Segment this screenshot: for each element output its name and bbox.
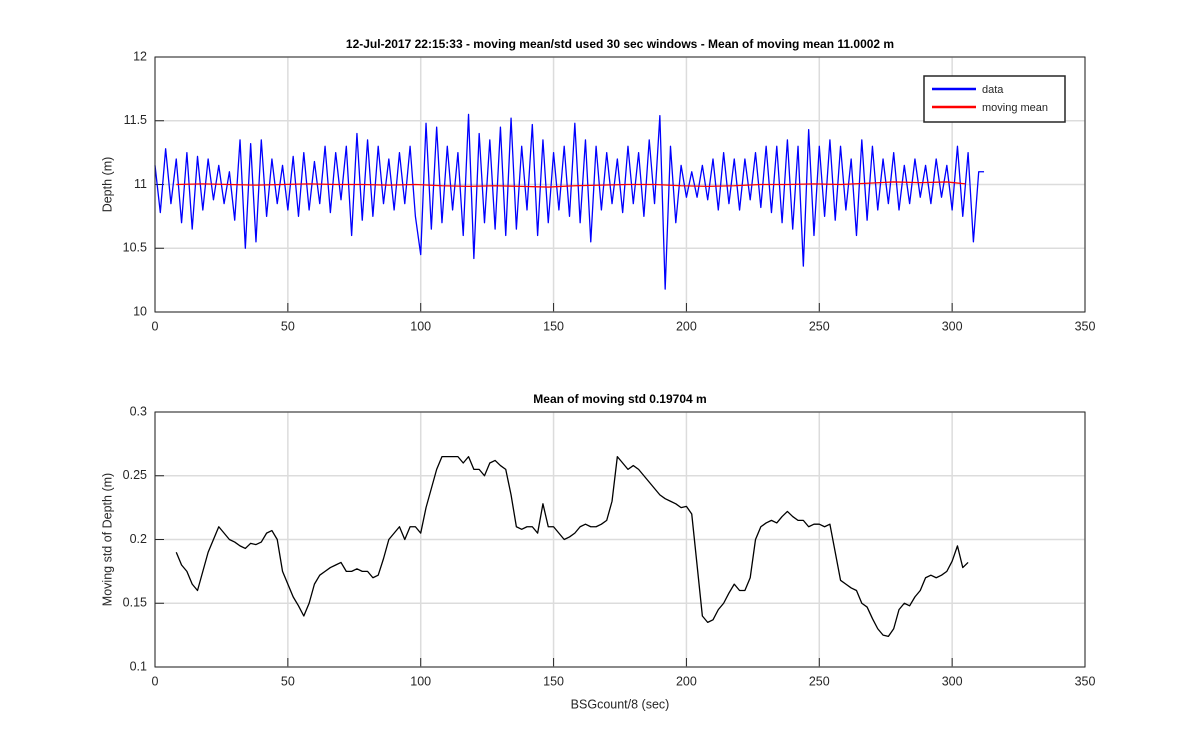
legend-label: moving mean: [982, 102, 1048, 114]
data-line: [176, 181, 966, 188]
x-tick-label: 50: [281, 674, 295, 688]
x-tick-label: 350: [1075, 674, 1096, 688]
legend-box: [923, 75, 1066, 123]
y-tick-label: 0.15: [123, 596, 147, 610]
chart-title: 12-Jul-2017 22:15:33 - moving mean/std u…: [346, 37, 894, 51]
x-tick-label: 300: [942, 319, 963, 333]
x-tick-label: 200: [676, 319, 697, 333]
x-tick-label: 250: [809, 319, 830, 333]
y-tick-label: 0.1: [130, 659, 147, 673]
x-tick-label: 0: [152, 674, 159, 688]
y-tick-label: 11.5: [124, 113, 147, 127]
x-axis-label: BSGcount/8 (sec): [571, 697, 670, 711]
y-axis-label: Moving std of Depth (m): [100, 473, 114, 606]
x-tick-label: 150: [543, 319, 564, 333]
x-tick-label: 100: [410, 319, 431, 333]
x-tick-label: 50: [281, 319, 295, 333]
data-line: [154, 113, 985, 290]
x-tick-label: 300: [942, 674, 963, 688]
y-tick-label: 12: [133, 49, 147, 63]
x-tick-label: 200: [676, 674, 697, 688]
chart-title: Mean of moving std 0.19704 m: [533, 392, 706, 406]
x-tick-label: 350: [1075, 319, 1096, 333]
y-tick-label: 11: [134, 177, 147, 191]
x-tick-label: 0: [152, 319, 159, 333]
y-tick-label: 0.3: [130, 404, 147, 418]
y-tick-label: 10: [133, 304, 147, 318]
legend-label: data: [982, 84, 1004, 96]
y-tick-label: 10.5: [123, 241, 147, 255]
data-line: [175, 455, 969, 638]
x-tick-label: 100: [410, 674, 431, 688]
axes-box: [154, 56, 1086, 313]
y-tick-label: 0.25: [123, 468, 147, 482]
x-tick-label: 150: [543, 674, 564, 688]
y-axis-label: Depth (m): [100, 157, 114, 213]
x-tick-label: 250: [809, 674, 830, 688]
axes-box: [154, 411, 1086, 668]
y-tick-label: 0.2: [130, 532, 147, 546]
